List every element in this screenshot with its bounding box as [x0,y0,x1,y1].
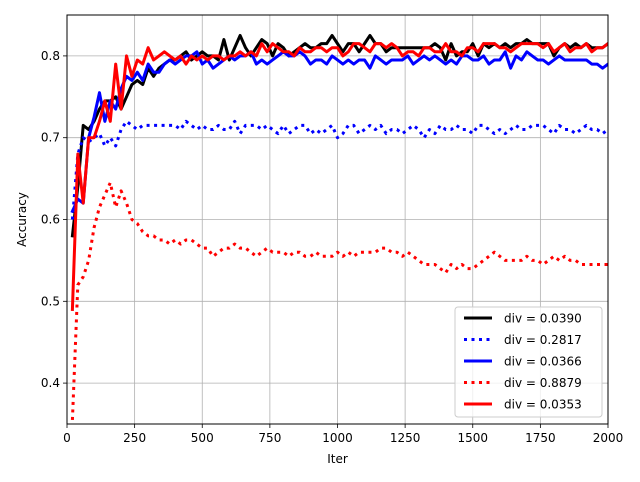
legend-label: div = 0.0353 [504,398,582,412]
x-axis-label: Iter [327,452,348,466]
x-tick-label: 250 [123,431,146,445]
y-axis-ticks: 0.4 0.5 0.6 0.7 0.8 [41,49,67,390]
legend-label: div = 0.0390 [504,312,582,326]
y-tick-label: 0.7 [41,131,60,145]
legend-box [454,306,603,418]
x-tick-label: 1750 [525,431,556,445]
legend-label: div = 0.8879 [504,376,582,390]
x-tick-label: 1500 [457,431,488,445]
series-line-2 [70,119,608,220]
x-tick-label: 1000 [322,431,353,445]
x-axis-ticks: 0 250 500 750 1000 1250 1500 1750 2000 [63,424,623,445]
legend-label: div = 0.0366 [504,355,582,369]
y-tick-label: 0.4 [41,376,60,390]
series-line-4 [70,181,608,420]
series-lines [70,33,608,420]
legend-label: div = 0.2817 [504,333,582,347]
series-line-5 [70,41,608,312]
x-tick-label: 500 [191,431,214,445]
y-axis-label: Accuracy [15,192,29,247]
series-line-3 [70,50,608,214]
legend: div = 0.0390 div = 0.2817 div = 0.0366 div … [454,306,603,418]
y-tick-label: 0.8 [41,49,60,63]
x-tick-label: 1250 [390,431,421,445]
y-tick-label: 0.5 [41,294,60,308]
y-tick-label: 0.6 [41,213,60,227]
x-tick-label: 750 [258,431,281,445]
x-tick-label: 2000 [593,431,624,445]
x-tick-label: 0 [63,431,71,445]
